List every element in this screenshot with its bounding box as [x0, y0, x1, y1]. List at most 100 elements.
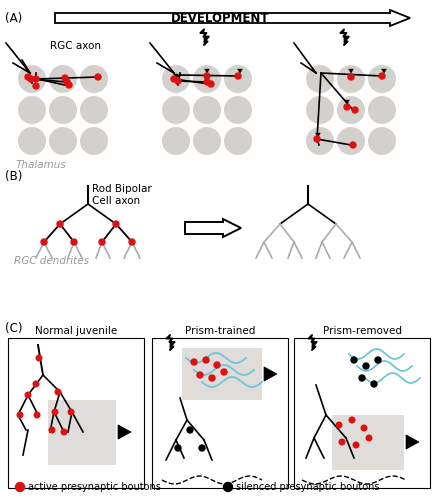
- Text: silenced presynaptic boutons: silenced presynaptic boutons: [236, 482, 379, 492]
- Circle shape: [62, 75, 68, 81]
- Circle shape: [162, 127, 190, 155]
- Circle shape: [162, 65, 190, 93]
- Text: (C): (C): [5, 322, 23, 335]
- Circle shape: [349, 417, 355, 423]
- Circle shape: [337, 65, 365, 93]
- Circle shape: [193, 127, 221, 155]
- Circle shape: [187, 427, 193, 433]
- Circle shape: [363, 363, 369, 369]
- Circle shape: [224, 482, 233, 492]
- Circle shape: [34, 412, 40, 418]
- Polygon shape: [118, 425, 131, 439]
- Circle shape: [113, 221, 119, 227]
- Circle shape: [16, 482, 24, 492]
- FancyArrow shape: [185, 219, 241, 237]
- FancyBboxPatch shape: [294, 338, 430, 488]
- Polygon shape: [349, 69, 353, 73]
- Circle shape: [64, 79, 70, 85]
- Circle shape: [18, 96, 46, 124]
- FancyBboxPatch shape: [152, 338, 288, 488]
- Circle shape: [197, 372, 203, 378]
- Polygon shape: [406, 435, 419, 449]
- Polygon shape: [316, 133, 320, 137]
- Polygon shape: [309, 335, 316, 350]
- Text: RGC axon: RGC axon: [50, 41, 101, 51]
- Circle shape: [203, 357, 209, 363]
- Circle shape: [193, 96, 221, 124]
- Circle shape: [306, 96, 334, 124]
- Circle shape: [224, 96, 252, 124]
- Circle shape: [52, 409, 58, 415]
- Circle shape: [175, 445, 181, 451]
- Circle shape: [33, 83, 39, 89]
- Circle shape: [68, 409, 74, 415]
- Circle shape: [337, 96, 365, 124]
- Circle shape: [95, 74, 101, 80]
- Circle shape: [208, 81, 214, 87]
- Circle shape: [314, 136, 320, 142]
- Circle shape: [28, 76, 34, 82]
- Text: Rod Bipolar
Cell axon: Rod Bipolar Cell axon: [92, 184, 152, 206]
- Text: Prism-removed: Prism-removed: [322, 326, 401, 336]
- Circle shape: [80, 96, 108, 124]
- Circle shape: [191, 359, 197, 365]
- Polygon shape: [174, 74, 178, 78]
- Circle shape: [204, 79, 210, 85]
- FancyBboxPatch shape: [332, 415, 404, 470]
- Polygon shape: [204, 69, 209, 73]
- Circle shape: [306, 65, 334, 93]
- FancyArrow shape: [55, 10, 410, 26]
- Circle shape: [57, 221, 63, 227]
- Circle shape: [353, 442, 359, 448]
- Text: Normal juvenile: Normal juvenile: [35, 326, 117, 336]
- FancyBboxPatch shape: [8, 338, 144, 488]
- Circle shape: [99, 239, 105, 245]
- Circle shape: [336, 422, 342, 428]
- Text: active presynaptic boutons: active presynaptic boutons: [28, 482, 161, 492]
- Circle shape: [375, 357, 381, 363]
- Circle shape: [49, 127, 77, 155]
- Circle shape: [129, 239, 135, 245]
- Circle shape: [348, 74, 354, 80]
- Circle shape: [368, 96, 396, 124]
- Circle shape: [339, 439, 345, 445]
- Circle shape: [224, 65, 252, 93]
- Circle shape: [66, 82, 72, 88]
- Circle shape: [71, 239, 77, 245]
- Circle shape: [371, 381, 377, 387]
- Circle shape: [361, 425, 367, 431]
- Text: DEVELOPMENT: DEVELOPMENT: [171, 12, 269, 24]
- Polygon shape: [264, 367, 277, 381]
- Circle shape: [49, 96, 77, 124]
- Polygon shape: [345, 100, 349, 104]
- Polygon shape: [201, 30, 209, 45]
- Circle shape: [368, 127, 396, 155]
- Circle shape: [33, 76, 39, 82]
- Circle shape: [199, 445, 205, 451]
- Circle shape: [204, 73, 210, 79]
- Text: (A): (A): [5, 12, 22, 25]
- Circle shape: [80, 65, 108, 93]
- Circle shape: [351, 357, 357, 363]
- Circle shape: [344, 104, 350, 110]
- Circle shape: [337, 127, 365, 155]
- Circle shape: [33, 381, 39, 387]
- Circle shape: [25, 392, 31, 398]
- Text: (B): (B): [5, 170, 23, 183]
- Circle shape: [224, 127, 252, 155]
- Circle shape: [36, 355, 42, 361]
- Circle shape: [368, 65, 396, 93]
- Circle shape: [366, 435, 372, 441]
- Circle shape: [80, 127, 108, 155]
- Circle shape: [221, 369, 227, 375]
- Circle shape: [49, 427, 55, 433]
- Circle shape: [25, 74, 31, 80]
- Text: Prism-trained: Prism-trained: [185, 326, 255, 336]
- Circle shape: [61, 429, 67, 435]
- Circle shape: [350, 142, 356, 148]
- Circle shape: [18, 65, 46, 93]
- Circle shape: [209, 375, 215, 381]
- Circle shape: [17, 412, 23, 418]
- Circle shape: [193, 65, 221, 93]
- Circle shape: [18, 127, 46, 155]
